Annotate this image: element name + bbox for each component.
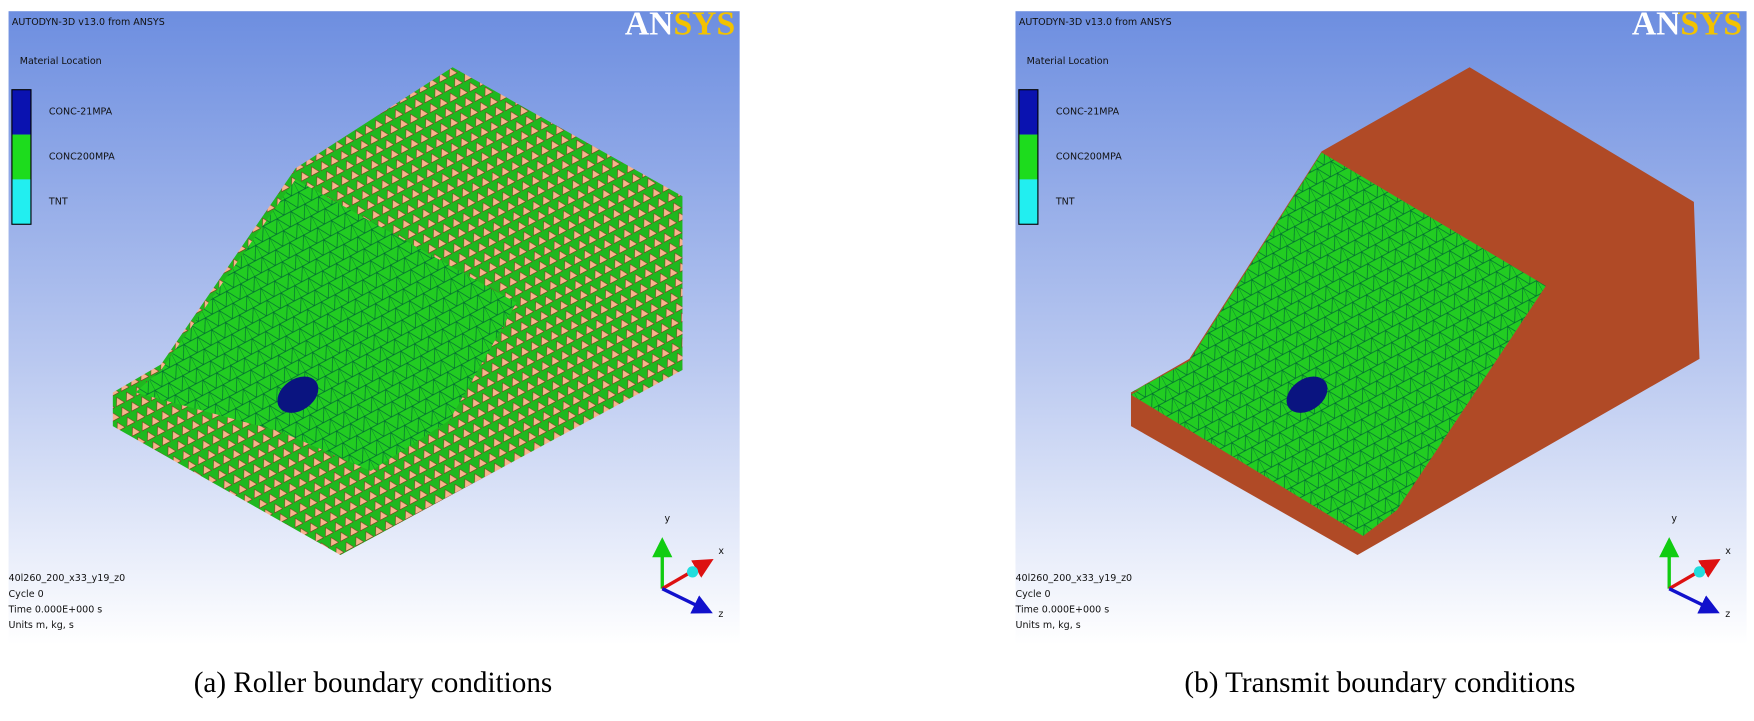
mesh-face bbox=[135, 179, 517, 471]
legend-swatch bbox=[1018, 179, 1038, 225]
info-line: Units m, kg, s bbox=[9, 620, 74, 631]
axis-label: y bbox=[1671, 514, 1677, 525]
axis-label: z bbox=[718, 609, 723, 620]
ansys-logo: ANSYS bbox=[1632, 6, 1742, 43]
legend-frame bbox=[1018, 89, 1039, 225]
info-line: Time 0.000E+000 s bbox=[8, 604, 103, 615]
legend-swatch bbox=[11, 179, 31, 225]
axis-z bbox=[661, 587, 713, 614]
info-line: 40l260_200_x33_y19_z0 bbox=[1015, 573, 1132, 584]
viewer-header: AUTODYN-3D v13.0 from ANSYS bbox=[1019, 17, 1172, 28]
axis-z bbox=[1668, 587, 1720, 614]
legend-label: CONC200MPA bbox=[49, 151, 115, 162]
info-line: Cycle 0 bbox=[9, 589, 44, 600]
info-line: Units m, kg, s bbox=[1015, 620, 1080, 631]
info-line: Time 0.000E+000 s bbox=[1014, 604, 1109, 615]
axis-label: x bbox=[1725, 546, 1731, 557]
axis-label: x bbox=[718, 546, 724, 557]
axis-sphere bbox=[1693, 566, 1706, 578]
legend-label: CONC200MPA bbox=[1056, 151, 1122, 162]
legend-title: Material Location bbox=[1027, 56, 1109, 67]
legend-frame bbox=[11, 89, 32, 225]
axis-sphere bbox=[686, 566, 699, 578]
legend-swatch bbox=[1018, 134, 1038, 180]
caption: (a) Roller boundary conditions bbox=[194, 667, 553, 699]
legend-swatch bbox=[1018, 89, 1038, 135]
legend-title: Material Location bbox=[20, 56, 102, 67]
panel: AUTODYN-3D v13.0 from ANSYS ANSYS Material… bbox=[8, 6, 740, 699]
info-line: Cycle 0 bbox=[1015, 589, 1050, 600]
legend-swatch bbox=[11, 134, 31, 180]
caption: (b) Transmit boundary conditions bbox=[1184, 667, 1575, 699]
axis-label: y bbox=[665, 514, 671, 525]
tunnel bbox=[1286, 376, 1328, 413]
legend-label: TNT bbox=[1055, 196, 1075, 207]
legend-label: CONC-21MPA bbox=[49, 107, 113, 118]
legend-swatch bbox=[11, 89, 31, 135]
ansys-logo: ANSYS bbox=[625, 6, 735, 43]
tunnel bbox=[277, 376, 319, 413]
legend-label: TNT bbox=[48, 196, 68, 207]
mesh-floor bbox=[1130, 361, 1397, 536]
viewer-header: AUTODYN-3D v13.0 from ANSYS bbox=[12, 17, 165, 28]
axis-x bbox=[1668, 558, 1721, 591]
legend-label: CONC-21MPA bbox=[1056, 107, 1120, 118]
mesh-face bbox=[1130, 152, 1546, 511]
axis-x bbox=[661, 558, 714, 591]
info-line: 40l260_200_x33_y19_z0 bbox=[9, 573, 126, 584]
axis-label: z bbox=[1725, 609, 1730, 620]
panel: AUTODYN-3D v13.0 from ANSYS ANSYS Material… bbox=[1014, 6, 1747, 699]
